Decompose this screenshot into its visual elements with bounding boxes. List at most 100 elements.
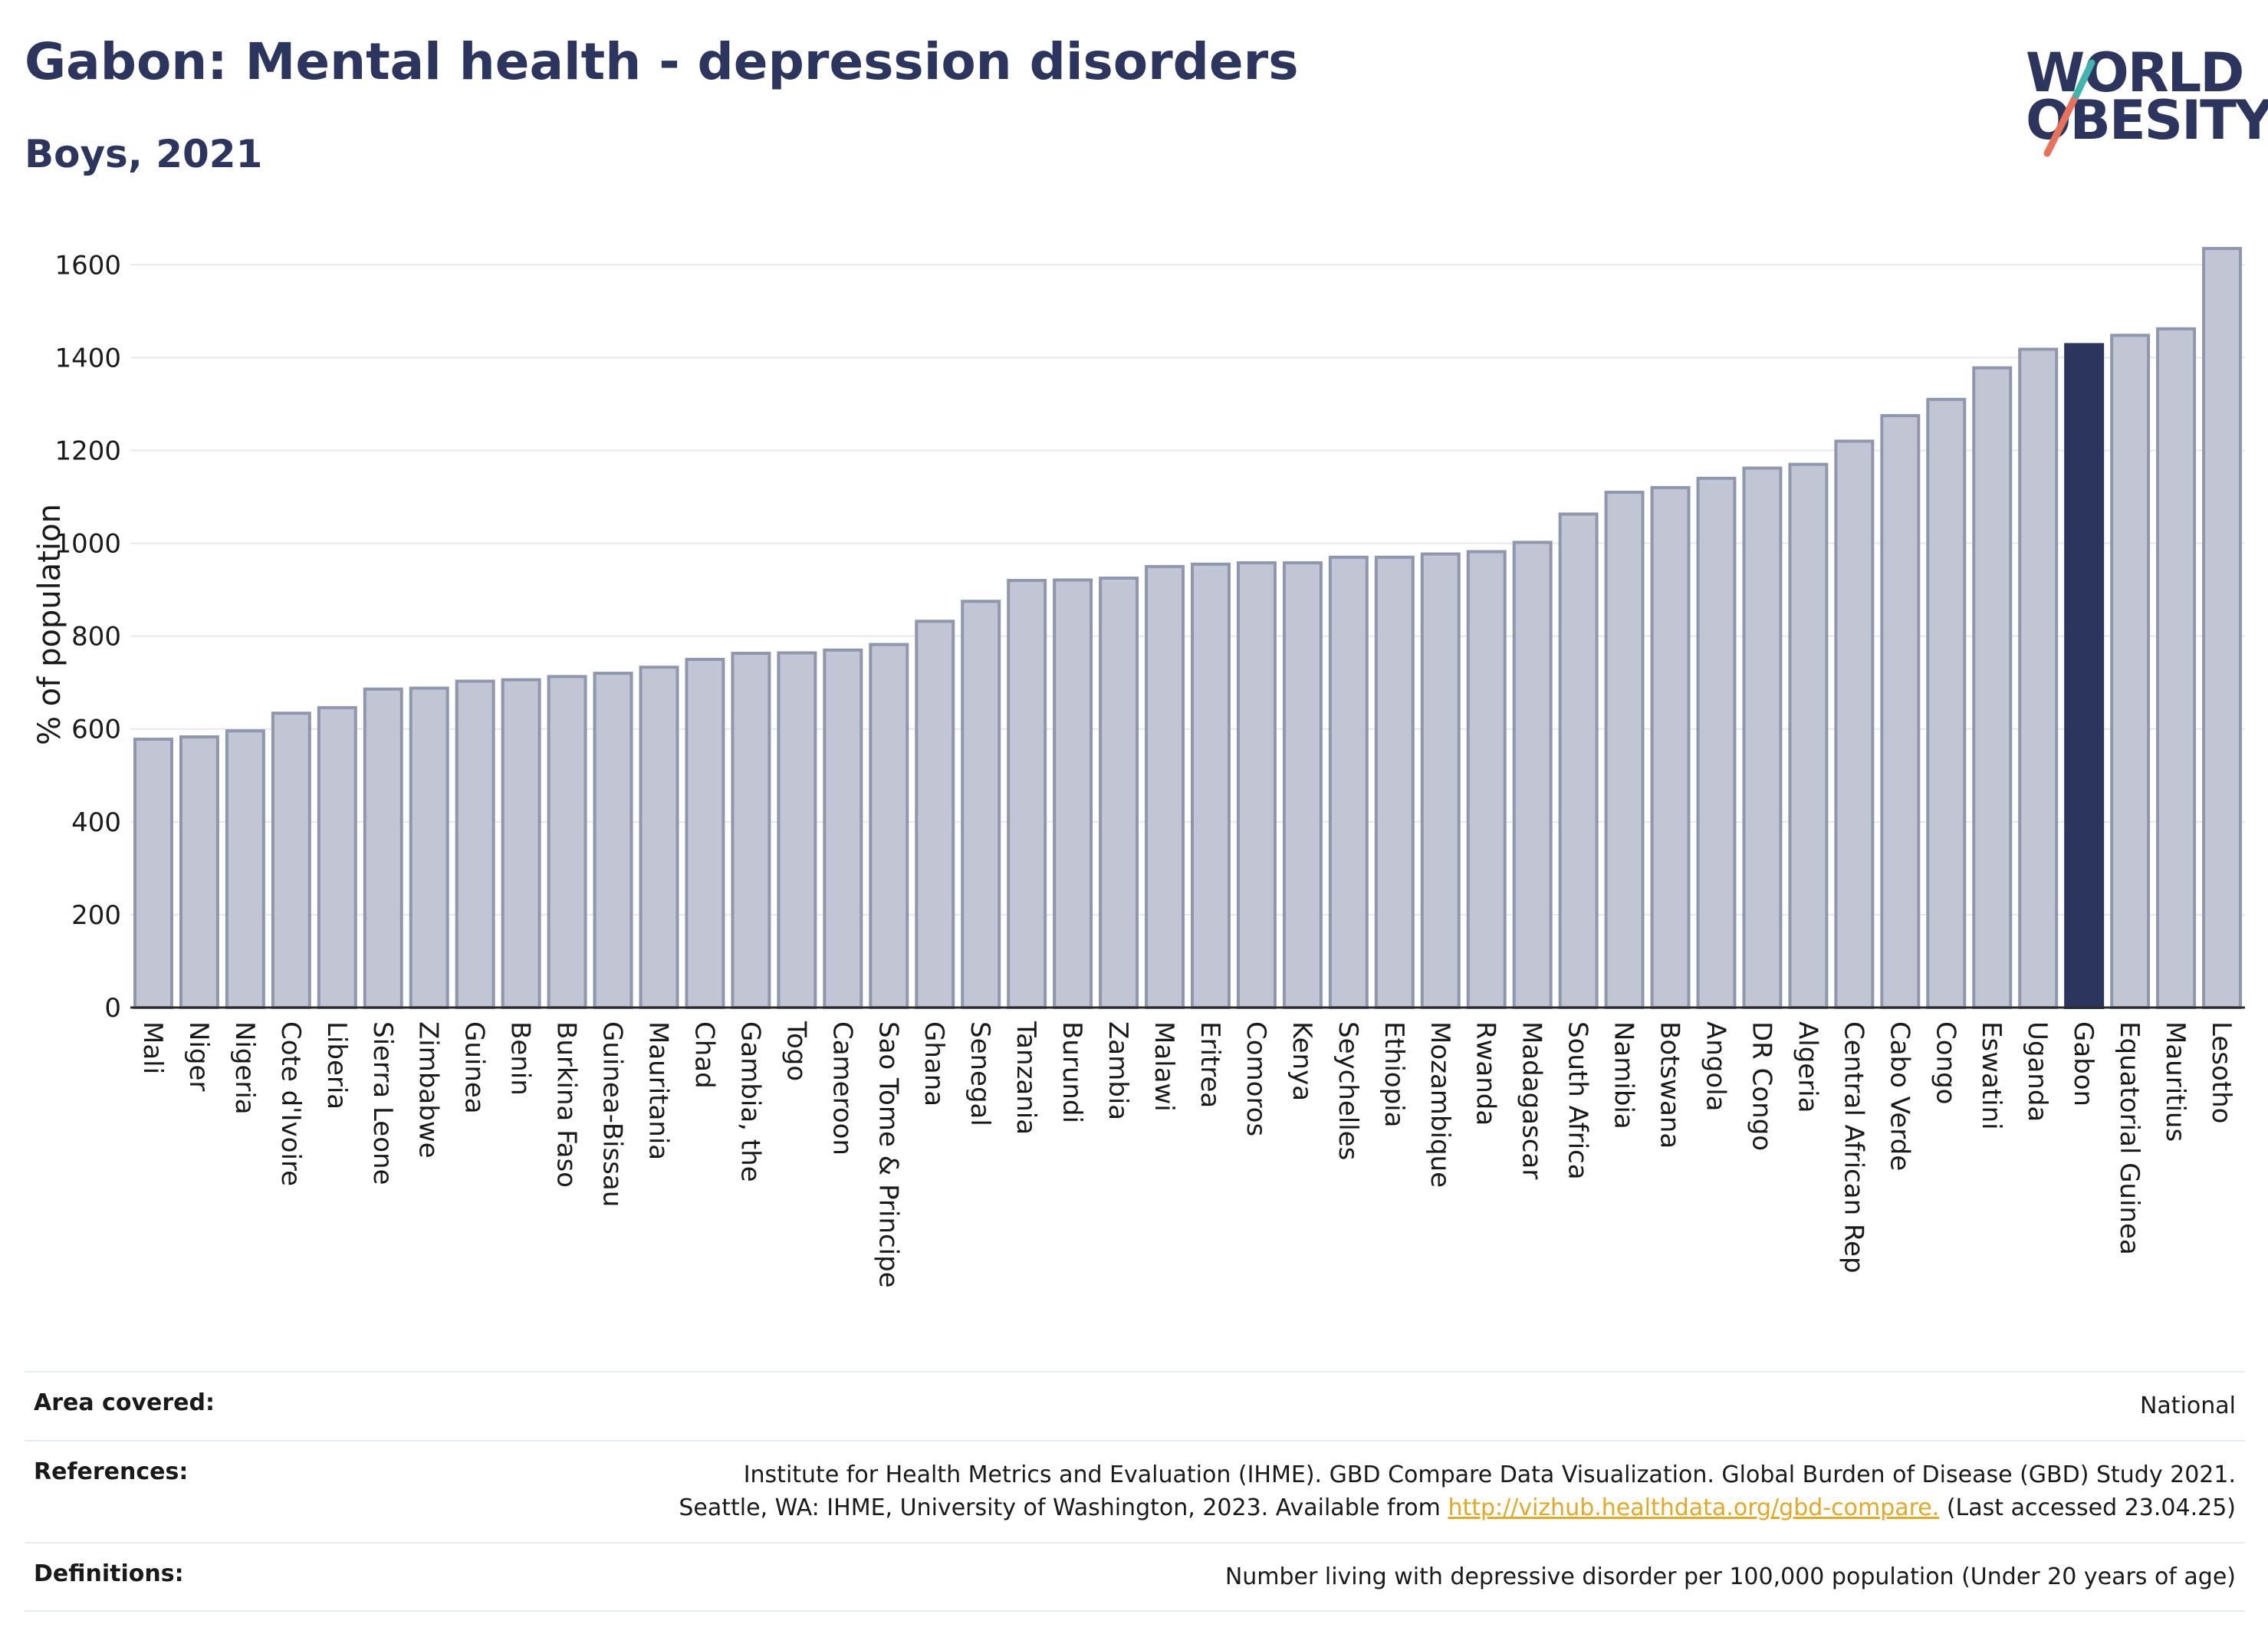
x-tick-label: Burkina Faso [551, 1021, 582, 1188]
x-tick-label: Central African Rep [1838, 1021, 1869, 1274]
x-tick-label: Eswatini [1976, 1021, 2007, 1130]
x-tick-label: Uganda [2022, 1021, 2053, 1122]
y-tick-label: 800 [71, 622, 121, 653]
area-label: Area covered: [34, 1389, 215, 1416]
bar-liberia [317, 705, 357, 1009]
x-tick-label: Cote d'Ivoire [275, 1021, 306, 1186]
x-tick-label: Seychelles [1333, 1021, 1363, 1160]
x-tick-label: Lesotho [2206, 1021, 2237, 1123]
bar-eswatini [1972, 366, 2013, 1009]
bar-ghana [915, 620, 955, 1010]
references-line2-post: (Last accessed 23.04.25) [1946, 1494, 2236, 1521]
x-tick-label: Rwanda [1471, 1021, 1501, 1126]
bar-mauritania [639, 666, 679, 1010]
area-value: National [2139, 1392, 2236, 1419]
bar-eritrea [1190, 562, 1231, 1010]
bar-cameroon [823, 648, 863, 1009]
info-row-references: References: Institute for Health Metrics… [25, 1442, 2245, 1544]
x-tick-label: Comoros [1241, 1021, 1271, 1136]
logo-slash-icon [2043, 59, 2095, 157]
world-obesity-logo: WORLD OBESITY [2001, 31, 2268, 169]
x-tick-label: South Africa [1563, 1021, 1593, 1180]
x-tick-label: Benin [505, 1021, 536, 1096]
x-tick-label: Niger [183, 1021, 214, 1091]
bar-lesotho [2202, 247, 2243, 1009]
x-tick-label: Angola [1701, 1021, 1731, 1111]
bar-gambia-the [731, 652, 771, 1010]
x-tick-label: Guinea-Bissau [597, 1021, 628, 1207]
bar-nigeria [225, 729, 265, 1010]
x-tick-label: Guinea [459, 1021, 490, 1114]
x-tick-label: Chad [689, 1021, 719, 1089]
bar-dr-congo [1742, 466, 1783, 1010]
bar-kenya [1282, 561, 1323, 1009]
page-title: Gabon: Mental health - depression disord… [25, 32, 1299, 91]
x-tick-label: Sierra Leone [367, 1021, 398, 1185]
y-tick-label: 200 [71, 900, 121, 931]
bar-benin [501, 678, 541, 1009]
logo-text-world: WORLD [2026, 41, 2244, 104]
x-tick-label: DR Congo [1746, 1021, 1777, 1151]
bar-burkina-faso [547, 675, 587, 1009]
bar-namibia [1604, 490, 1645, 1010]
bars [133, 247, 2243, 1010]
x-tick-label: Ethiopia [1379, 1021, 1409, 1127]
bar-burundi [1053, 578, 1093, 1010]
y-tick-label: 1600 [54, 250, 121, 281]
bar-botswana [1650, 485, 1691, 1009]
bar-guinea-bissau [593, 672, 633, 1010]
x-tick-label: Ghana [919, 1021, 949, 1106]
y-tick-label: 400 [71, 807, 121, 838]
page-subtitle: Boys, 2021 [25, 132, 263, 176]
bar-sao-tome-principe [869, 643, 909, 1009]
y-axis-ticks: 0 200 400 600 800 1000 1200 1400 1600 [54, 250, 121, 1024]
bar-mozambique [1420, 552, 1461, 1010]
bar-comoros [1236, 561, 1277, 1009]
x-tick-label: Senegal [965, 1021, 995, 1126]
y-axis-label: % of population [32, 504, 67, 745]
x-tick-label: Nigeria [229, 1021, 260, 1115]
bar-gabon [2064, 343, 2105, 1010]
references-link[interactable]: http://vizhub.healthdata.org/gbd-compare… [1448, 1494, 1940, 1521]
info-row-area: Area covered: National [25, 1373, 2245, 1442]
bar-senegal [961, 600, 1001, 1009]
bar-south-africa [1558, 512, 1599, 1010]
x-tick-label: Namibia [1609, 1021, 1639, 1129]
y-tick-label: 0 [104, 993, 121, 1024]
x-axis-labels: Mali Niger Nigeria Cote d'Ivoire Liberia Sier… [137, 1021, 2237, 1288]
y-tick-label: 600 [71, 715, 121, 745]
references-line2-pre: Seattle, WA: IHME, University of Washing… [679, 1494, 1441, 1521]
bar-rwanda [1466, 550, 1507, 1009]
x-tick-label: Gambia, the [735, 1021, 765, 1182]
info-row-definitions: Definitions: Number living with depressi… [25, 1544, 2245, 1612]
x-tick-label: Tanzania [1011, 1021, 1041, 1135]
x-tick-label: Cameroon [827, 1021, 857, 1156]
x-tick-label: Mozambique [1425, 1021, 1455, 1188]
bar-uganda [2018, 347, 2059, 1009]
bar-zimbabwe [409, 686, 449, 1009]
bar-ethiopia [1374, 555, 1415, 1009]
bar-niger [179, 735, 219, 1010]
x-tick-label: Sao Tome & Principe [873, 1021, 903, 1288]
x-tick-label: Kenya [1287, 1021, 1317, 1101]
x-tick-label: Burundi [1057, 1021, 1087, 1123]
bar-seychelles [1328, 555, 1369, 1009]
bar-malawi [1145, 564, 1185, 1009]
definitions-label: Definitions: [34, 1560, 184, 1587]
x-tick-label: Madagascar [1517, 1021, 1547, 1179]
x-tick-label: Liberia [321, 1021, 352, 1110]
bar-cote-d-ivoire [271, 712, 311, 1010]
references-value: Institute for Health Metrics and Evaluat… [679, 1458, 2236, 1525]
x-tick-label: Congo [1930, 1021, 1961, 1104]
y-tick-label: 1200 [54, 436, 121, 466]
references-line1: Institute for Health Metrics and Evaluat… [743, 1461, 2236, 1488]
bar-sierra-leone [363, 687, 403, 1010]
x-tick-label: Algeria [1792, 1021, 1823, 1113]
x-tick-label: Togo [781, 1021, 811, 1081]
bar-congo [1926, 397, 1967, 1009]
y-tick-label: 1400 [54, 343, 121, 373]
x-tick-label: Mali [137, 1021, 168, 1074]
info-table: Area covered: National References: Insti… [25, 1371, 2245, 1612]
x-tick-label: Equatorial Guinea [2114, 1021, 2145, 1255]
bar-chad [685, 657, 725, 1010]
